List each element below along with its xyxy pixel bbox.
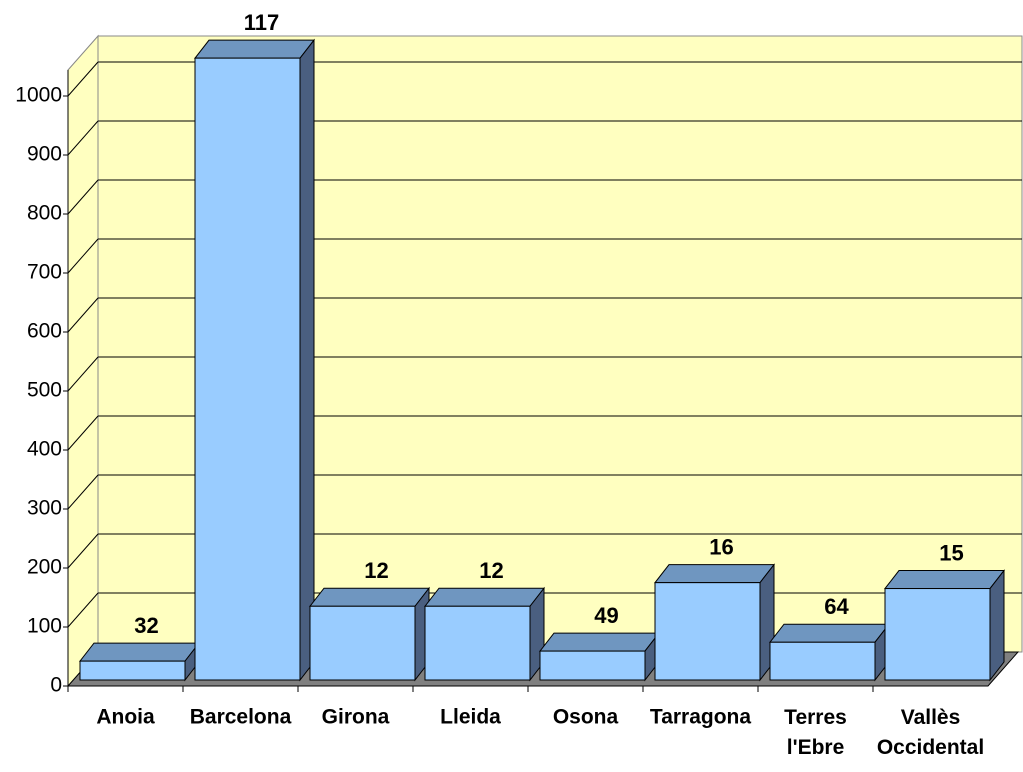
- y-tick-label: 400: [27, 438, 62, 461]
- grid-line: [67, 61, 99, 97]
- bar-top: [653, 564, 776, 584]
- y-tick-label: 500: [27, 379, 62, 402]
- bar-side: [299, 38, 315, 682]
- x-tick-label-line: Occidental: [877, 736, 984, 759]
- x-tick-label: Barcelona: [190, 706, 292, 729]
- bar-side: [989, 569, 1005, 682]
- y-tick-label: 1000: [15, 84, 62, 107]
- data-label: 12: [364, 558, 388, 583]
- grid-line: [67, 533, 99, 569]
- data-label: 64: [824, 594, 849, 619]
- bar-top: [193, 39, 316, 59]
- x-tick-label: Lleida: [440, 706, 501, 729]
- bar: [539, 650, 646, 681]
- y-tick-label: 700: [27, 261, 62, 284]
- grid-line: [67, 474, 99, 510]
- bar: [194, 57, 301, 681]
- bar: [309, 605, 416, 681]
- x-tick-label: Anoia: [96, 706, 155, 729]
- grid-line: [67, 356, 99, 392]
- x-tick-label-line: Vallès: [901, 706, 961, 729]
- data-label: 49: [594, 603, 618, 628]
- y-tick-label: 800: [27, 202, 62, 225]
- y-tick-label: 0: [50, 674, 62, 697]
- x-tick-label-line: l'Ebre: [787, 736, 845, 759]
- data-label: 12: [479, 558, 503, 583]
- bar: [79, 660, 186, 681]
- bar-top: [308, 587, 431, 607]
- y-tick-label: 300: [27, 497, 62, 520]
- bar: [884, 588, 991, 681]
- data-label: 16: [709, 534, 733, 559]
- bar-top: [78, 642, 201, 662]
- y-tick-label: 600: [27, 320, 62, 343]
- bar: [769, 641, 876, 681]
- side-wall: [67, 34, 99, 688]
- bar-top: [768, 623, 891, 643]
- x-tick-label-line: Terres: [784, 706, 847, 729]
- x-tick-label: Vallès Occidental: [877, 706, 984, 759]
- bar: [654, 582, 761, 681]
- grid-line: [67, 120, 99, 156]
- y-tick-label: 900: [27, 143, 62, 166]
- bar: [424, 605, 531, 681]
- data-label: 15: [939, 540, 963, 565]
- x-tick-label: Terres l'Ebre: [784, 706, 847, 759]
- data-label: 117: [244, 10, 280, 35]
- grid-line: [67, 238, 99, 274]
- bar-top: [883, 570, 1006, 590]
- grid-line: [67, 415, 99, 451]
- grid-line: [67, 297, 99, 333]
- x-tick-label: Tarragona: [650, 706, 751, 729]
- bar-top: [538, 632, 661, 652]
- data-label: 32: [134, 613, 158, 638]
- grid-line: [67, 592, 99, 628]
- x-tick-label: Girona: [322, 706, 390, 729]
- x-tick-label: Osona: [553, 706, 619, 729]
- y-tick-label: 200: [27, 556, 62, 579]
- y-tick-label: 100: [27, 615, 62, 638]
- grid-line: [67, 179, 99, 215]
- bar-top: [423, 587, 546, 607]
